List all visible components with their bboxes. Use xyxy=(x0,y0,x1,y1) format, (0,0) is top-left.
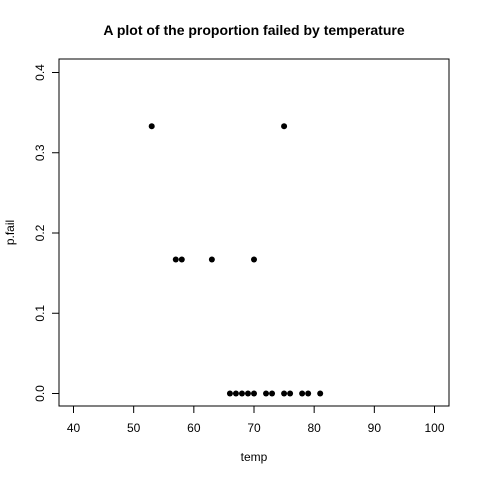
y-axis: 0.0 0.1 0.2 0.3 0.4 xyxy=(33,64,59,402)
y-axis-label: p.fail xyxy=(3,220,17,245)
x-axis-label: temp xyxy=(241,450,268,464)
data-point xyxy=(287,390,294,397)
x-tick-label: 60 xyxy=(187,421,201,435)
data-point xyxy=(281,123,288,130)
plot-frame xyxy=(58,58,450,407)
data-point xyxy=(148,123,155,130)
data-point xyxy=(208,256,215,263)
y-tick-label: 0.2 xyxy=(33,224,47,241)
data-point xyxy=(263,390,270,397)
y-tick-label: 0.0 xyxy=(33,385,47,402)
data-point xyxy=(269,390,276,397)
y-tick-label: 0.4 xyxy=(33,64,47,81)
x-tick-label: 100 xyxy=(424,421,444,435)
data-point xyxy=(317,390,324,397)
data-point xyxy=(299,390,306,397)
x-tick-label: 90 xyxy=(368,421,382,435)
x-tick-label: 40 xyxy=(67,421,81,435)
chart-title: A plot of the proportion failed by tempe… xyxy=(103,22,404,38)
x-tick-label: 50 xyxy=(127,421,141,435)
data-points xyxy=(148,123,324,397)
data-point xyxy=(305,390,312,397)
x-axis: 40 50 60 70 80 90 100 xyxy=(67,406,445,435)
data-point xyxy=(281,390,288,397)
data-point xyxy=(251,390,257,397)
x-tick-label: 80 xyxy=(307,421,321,435)
data-point xyxy=(226,390,233,397)
data-point xyxy=(251,256,257,263)
y-tick-label: 0.1 xyxy=(33,305,47,322)
data-point xyxy=(232,390,239,397)
x-tick-label: 70 xyxy=(247,421,261,435)
data-point xyxy=(238,390,245,397)
data-point xyxy=(244,390,251,397)
y-tick-label: 0.3 xyxy=(33,144,47,161)
data-point xyxy=(178,256,185,263)
data-point xyxy=(172,256,179,263)
